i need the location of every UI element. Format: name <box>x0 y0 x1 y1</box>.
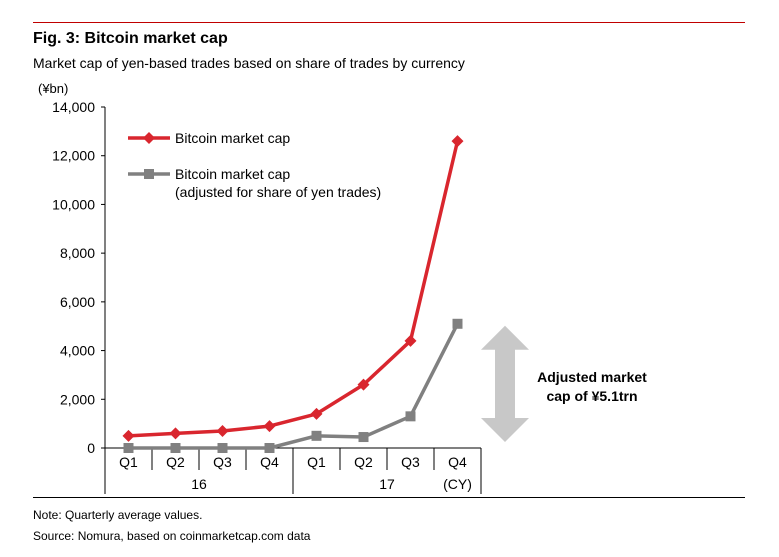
data-point <box>123 443 134 453</box>
y-tick-label: 10,000 <box>52 196 95 212</box>
y-tick-label: 0 <box>87 440 95 456</box>
legend-label: (adjusted for share of yen trades) <box>175 184 381 200</box>
data-point <box>451 135 464 148</box>
data-point <box>264 443 275 453</box>
x-unit-label: (CY) <box>443 476 472 492</box>
legend-marker <box>144 169 154 179</box>
y-tick-label: 4,000 <box>60 343 95 359</box>
data-point <box>263 420 276 433</box>
x-tick-label: Q4 <box>260 454 279 470</box>
y-axis-unit-label: (¥bn) <box>38 81 68 96</box>
data-point <box>452 318 463 329</box>
top-rule <box>33 22 745 23</box>
annotation-label: Adjusted market <box>537 369 647 385</box>
figure-subtitle: Market cap of yen-based trades based on … <box>33 55 465 71</box>
series-line <box>128 322 460 450</box>
x-tick-label: Q2 <box>354 454 373 470</box>
data-point <box>217 443 228 453</box>
data-point <box>216 424 229 437</box>
source-note: Source: Nomura, based on coinmarketcap.c… <box>33 529 311 543</box>
legend-label: Bitcoin market cap <box>175 166 290 182</box>
x-year-label: 16 <box>191 476 207 492</box>
data-point <box>122 429 135 442</box>
y-tick-label: 8,000 <box>60 245 95 261</box>
double-arrow <box>481 325 529 442</box>
footnote: Note: Quarterly average values. <box>33 508 203 522</box>
x-tick-label: Q4 <box>448 454 467 470</box>
data-point <box>310 407 323 420</box>
x-tick-label: Q2 <box>166 454 185 470</box>
x-tick-label: Q1 <box>307 454 326 470</box>
y-tick-label: 14,000 <box>52 99 95 115</box>
legend-label: Bitcoin market cap <box>175 130 290 146</box>
data-point <box>405 411 416 422</box>
annotation-label: cap of ¥5.1trn <box>546 388 637 404</box>
legend-marker <box>143 132 155 144</box>
bottom-rule <box>33 497 745 498</box>
x-tick-label: Q3 <box>401 454 420 470</box>
figure-title: Fig. 3: Bitcoin market cap <box>33 30 228 47</box>
data-point <box>358 432 369 443</box>
series-line <box>128 140 460 438</box>
y-tick-label: 12,000 <box>52 148 95 164</box>
y-tick-label: 6,000 <box>60 294 95 310</box>
data-point <box>311 430 322 441</box>
data-point <box>357 378 370 391</box>
y-tick-label: 2,000 <box>60 391 95 407</box>
data-point <box>170 443 181 453</box>
x-tick-label: Q1 <box>119 454 138 470</box>
data-point <box>404 334 417 347</box>
x-year-label: 17 <box>379 476 395 492</box>
data-point <box>169 427 182 440</box>
x-tick-label: Q3 <box>213 454 232 470</box>
